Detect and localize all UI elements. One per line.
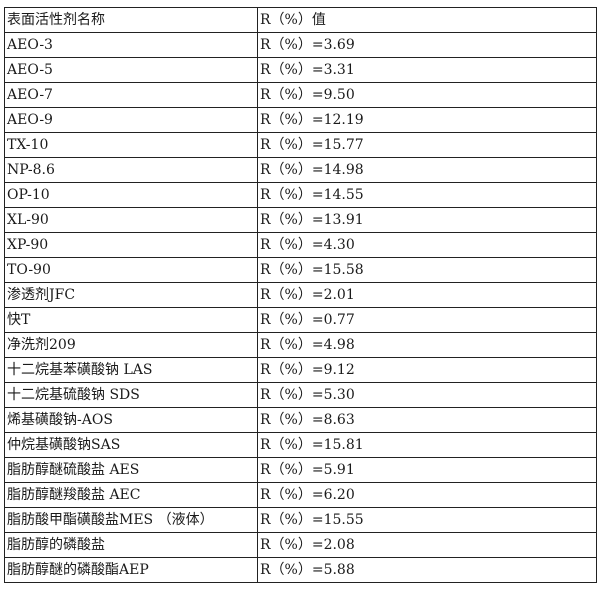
r-value: R（%）=2.01	[257, 282, 597, 308]
table-row: 十二烷基硫酸钠 SDS R（%）=5.30	[4, 382, 597, 408]
r-value: R（%）=3.69	[257, 32, 597, 58]
surfactant-name: OP-10	[4, 182, 258, 208]
r-value: R（%）=15.81	[257, 432, 597, 458]
table-row: NP-8.6 R（%）=14.98	[4, 157, 597, 183]
table-row: 十二烷基苯磺酸钠 LAS R（%）=9.12	[4, 357, 597, 383]
r-value: R（%）=5.88	[257, 557, 597, 583]
r-value: R（%）=14.55	[257, 182, 597, 208]
table-row: TX-10 R（%）=15.77	[4, 132, 597, 158]
surfactant-name: AEO-7	[4, 82, 258, 108]
surfactant-name: 脂肪酸甲酯磺酸盐MES （液体）	[4, 507, 258, 533]
r-value: R（%）=14.98	[257, 157, 597, 183]
r-value: R（%）=4.30	[257, 232, 597, 258]
surfactant-name: 脂肪醇醚的磷酸酯AEP	[4, 557, 258, 583]
table-row: XL-90 R（%）=13.91	[4, 207, 597, 233]
header-r-value: R（%）值	[257, 7, 597, 33]
table-row: 脂肪醇醚羧酸盐 AEC R（%）=6.20	[4, 482, 597, 508]
surfactant-name: 脂肪醇醚羧酸盐 AEC	[4, 482, 258, 508]
r-value: R（%）=15.58	[257, 257, 597, 283]
header-surfactant-name: 表面活性剂名称	[4, 7, 258, 33]
r-value: R（%）=5.91	[257, 457, 597, 483]
table-row: AEO-7 R（%）=9.50	[4, 82, 597, 108]
r-value: R（%）=8.63	[257, 407, 597, 433]
surfactant-name: 脂肪醇醚硫酸盐 AES	[4, 457, 258, 483]
table-row: 脂肪醇的磷酸盐 R（%）=2.08	[4, 532, 597, 558]
surfactant-name: TX-10	[4, 132, 258, 158]
surfactant-name: AEO-5	[4, 57, 258, 83]
surfactant-name: XL-90	[4, 207, 258, 233]
r-value: R（%）=13.91	[257, 207, 597, 233]
surfactant-name: TO-90	[4, 257, 258, 283]
surfactant-name: 快T	[4, 307, 258, 333]
r-value: R（%）=5.30	[257, 382, 597, 408]
surfactant-name: 脂肪醇的磷酸盐	[4, 532, 258, 558]
surfactant-name: 十二烷基苯磺酸钠 LAS	[4, 357, 258, 383]
surfactant-table: 表面活性剂名称 R（%）值 AEO-3 R（%）=3.69 AEO-5 R（%）=3.…	[4, 7, 597, 583]
r-value: R（%）=0.77	[257, 307, 597, 333]
header-row: 表面活性剂名称 R（%）值	[4, 7, 597, 33]
table-row: AEO-3 R（%）=3.69	[4, 32, 597, 58]
r-value: R（%）=4.98	[257, 332, 597, 358]
r-value: R（%）=12.19	[257, 107, 597, 133]
table-row: OP-10 R（%）=14.55	[4, 182, 597, 208]
surfactant-name: 烯基磺酸钠-AOS	[4, 407, 258, 433]
table-row: TO-90 R（%）=15.58	[4, 257, 597, 283]
r-value: R（%）=9.50	[257, 82, 597, 108]
table-row: 脂肪醇醚的磷酸酯AEP R（%）=5.88	[4, 557, 597, 583]
r-value: R（%）=9.12	[257, 357, 597, 383]
table-row: 仲烷基磺酸钠SAS R（%）=15.81	[4, 432, 597, 458]
r-value: R（%）=6.20	[257, 482, 597, 508]
table-row: 渗透剂JFC R（%）=2.01	[4, 282, 597, 308]
surfactant-name: AEO-3	[4, 32, 258, 58]
table-row: 烯基磺酸钠-AOS R（%）=8.63	[4, 407, 597, 433]
surfactant-name: 十二烷基硫酸钠 SDS	[4, 382, 258, 408]
surfactant-name: AEO-9	[4, 107, 258, 133]
r-value: R（%）=2.08	[257, 532, 597, 558]
table-row: AEO-5 R（%）=3.31	[4, 57, 597, 83]
r-value: R（%）=15.55	[257, 507, 597, 533]
table-row: 净洗剂209 R（%）=4.98	[4, 332, 597, 358]
r-value: R（%）=3.31	[257, 57, 597, 83]
table-row: AEO-9 R（%）=12.19	[4, 107, 597, 133]
table-row: 快T R（%）=0.77	[4, 307, 597, 333]
surfactant-name: XP-90	[4, 232, 258, 258]
r-value: R（%）=15.77	[257, 132, 597, 158]
table-row: XP-90 R（%）=4.30	[4, 232, 597, 258]
table-row: 脂肪醇醚硫酸盐 AES R（%）=5.91	[4, 457, 597, 483]
surfactant-name: 仲烷基磺酸钠SAS	[4, 432, 258, 458]
surfactant-name: 净洗剂209	[4, 332, 258, 358]
surfactant-name: NP-8.6	[4, 157, 258, 183]
surfactant-name: 渗透剂JFC	[4, 282, 258, 308]
table-row: 脂肪酸甲酯磺酸盐MES （液体） R（%）=15.55	[4, 507, 597, 533]
